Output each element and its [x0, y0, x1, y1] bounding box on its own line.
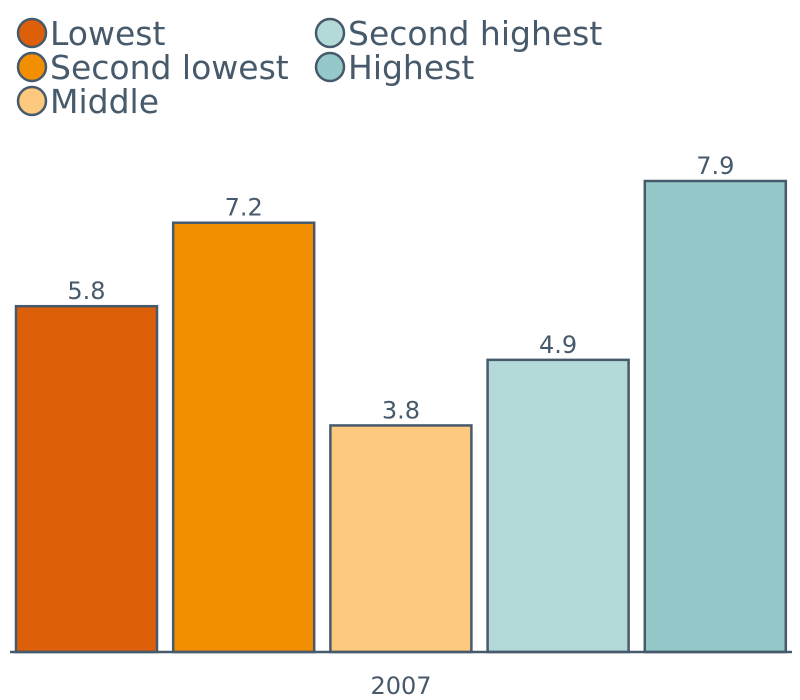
legend-label-lowest: Lowest [50, 14, 165, 53]
legend-swatch-lowest [16, 17, 48, 49]
data-label-highest: 7.9 [696, 152, 734, 180]
data-label-lowest: 5.8 [67, 277, 105, 305]
bar-second-highest [486, 358, 630, 654]
legend-swatch-middle [16, 85, 48, 117]
bar-highest [643, 179, 788, 654]
bar-middle [329, 424, 473, 654]
data-label-second-highest: 4.9 [539, 331, 577, 359]
legend-label-second-highest: Second highest [348, 14, 602, 53]
x-axis-tick-labels: 2007 [370, 672, 431, 700]
x-tick-label: 2007 [370, 672, 431, 700]
bar-second-lowest [171, 221, 316, 654]
legend-swatch-second-lowest [16, 51, 48, 83]
legend-label-second-lowest: Second lowest [50, 48, 289, 87]
legend-label-middle: Middle [50, 82, 159, 121]
data-label-middle: 3.8 [382, 396, 420, 424]
legend-swatch-second-highest [314, 17, 346, 49]
legend-label-highest: Highest [348, 48, 474, 87]
bars: 5.8 7.2 3.8 4.9 7.9 [14, 152, 788, 654]
bar-lowest [14, 304, 159, 654]
legend-swatch-highest [314, 51, 346, 83]
data-label-second-lowest: 7.2 [225, 194, 263, 222]
